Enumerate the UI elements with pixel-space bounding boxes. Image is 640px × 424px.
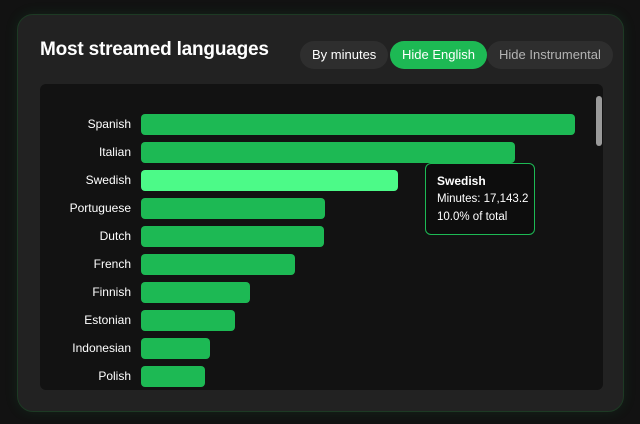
languages-card: Most streamed languages By minutes Hide … (17, 14, 624, 412)
bar-tooltip: Swedish Minutes: 17,143.2 10.0% of total (425, 163, 535, 235)
bar-finnish[interactable] (141, 281, 250, 303)
chart-scrollbar[interactable] (596, 96, 602, 146)
category-label-swedish: Swedish (85, 173, 131, 187)
bar-spanish[interactable] (141, 113, 575, 135)
hide-instrumental-toggle[interactable]: Hide Instrumental (487, 41, 613, 69)
bar-italian[interactable] (141, 141, 515, 163)
tooltip-percent: 10.0% of total (437, 211, 508, 223)
tooltip-title: Swedish (437, 174, 486, 188)
category-label-portuguese: Portuguese (69, 201, 131, 215)
bar-swedish[interactable] (141, 169, 398, 191)
bar-dutch[interactable] (141, 225, 324, 247)
category-label-dutch: Dutch (99, 229, 131, 243)
bar-indonesian[interactable] (141, 337, 210, 359)
tooltip-minutes: Minutes: 17,143.2 (437, 193, 529, 205)
bar-polish[interactable] (141, 365, 205, 387)
bar-french[interactable] (141, 253, 295, 275)
bar-portuguese[interactable] (141, 197, 325, 219)
card-title: Most streamed languages (40, 39, 269, 60)
category-label-estonian: Estonian (84, 313, 131, 327)
category-label-spanish: Spanish (87, 117, 131, 131)
by-minutes-button[interactable]: By minutes (300, 41, 389, 69)
category-label-french: French (93, 257, 131, 271)
category-label-italian: Italian (98, 145, 131, 159)
category-label-polish: Polish (98, 369, 131, 383)
bar-chart-plot: Spanish Italian Swedish Portuguese Dutch Fren… (40, 84, 603, 390)
bar-chart: Spanish Italian Swedish Portuguese Dutch Fren… (40, 84, 603, 390)
category-label-finnish: Finnish (92, 285, 131, 299)
hide-english-toggle[interactable]: Hide English (390, 41, 487, 69)
category-label-indonesian: Indonesian (72, 341, 131, 355)
bar-estonian[interactable] (141, 309, 235, 331)
